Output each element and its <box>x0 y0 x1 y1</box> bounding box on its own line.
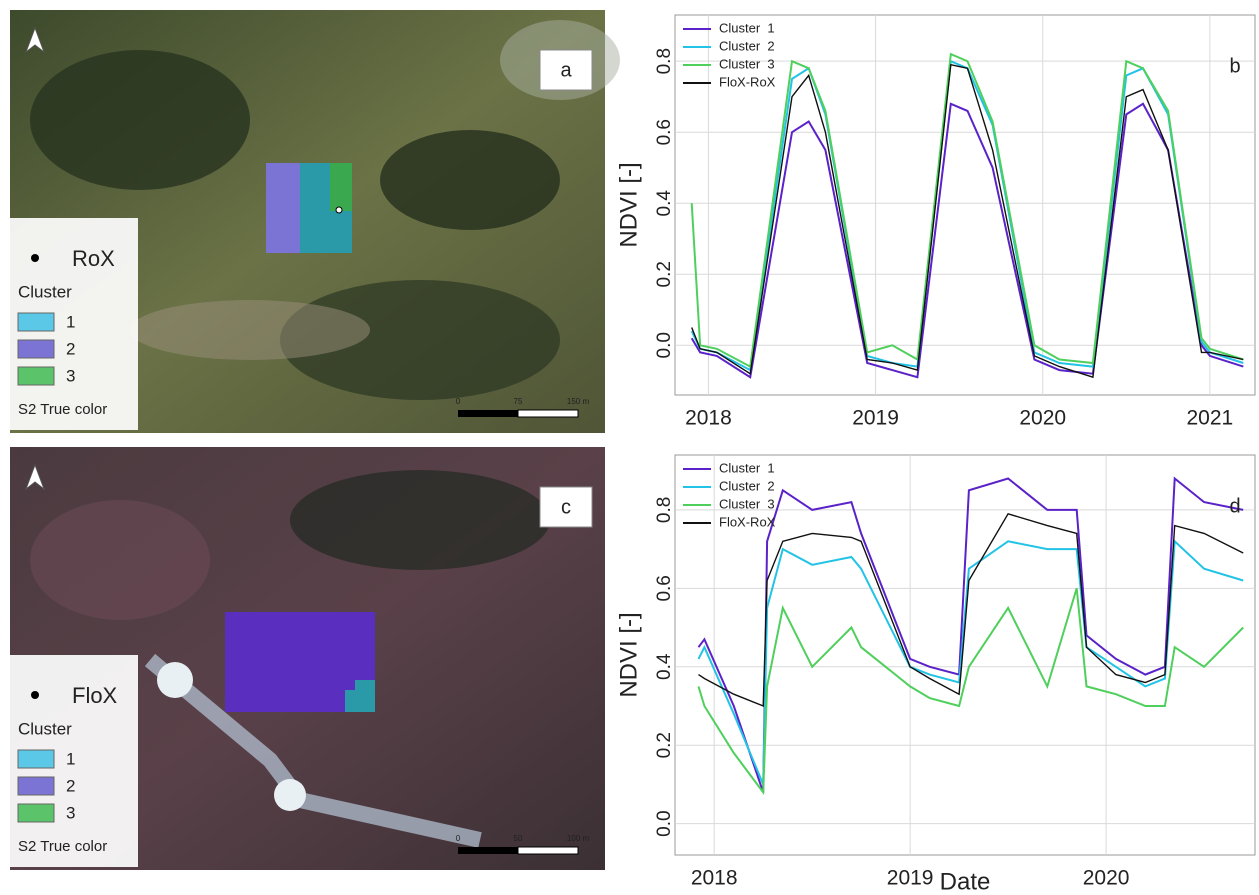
y-axis-label: NDVI [-] <box>615 162 642 247</box>
scale-bar <box>518 410 578 417</box>
legend-item: 3 <box>66 366 75 385</box>
legend-item: 1 <box>66 312 75 331</box>
legend-label: FloX-RoX <box>719 514 776 529</box>
legend-item: 1 <box>66 749 75 768</box>
legend-item: 2 <box>66 776 75 795</box>
y-tick-label: 0.0 <box>654 810 675 836</box>
x-tick-label: 2019 <box>887 867 934 890</box>
y-tick-label: 0.6 <box>654 575 675 601</box>
legend-swatch <box>18 340 54 358</box>
y-tick-label: 0.6 <box>654 119 675 145</box>
y-tick-label: 0.0 <box>654 332 675 358</box>
legend-item: 2 <box>66 339 75 358</box>
legend-item: 3 <box>66 803 75 822</box>
scale-bar <box>458 847 518 854</box>
y-tick-label: 0.4 <box>654 653 675 680</box>
x-tick-label: 2018 <box>685 407 732 430</box>
scale-bar <box>518 847 578 854</box>
point-label: FloX <box>72 683 118 708</box>
legend-swatch <box>18 804 54 822</box>
legend-title: Cluster <box>18 282 72 301</box>
panel-label: b <box>1229 55 1240 77</box>
legend-swatch <box>18 777 54 795</box>
y-axis-label: NDVI [-] <box>615 612 642 697</box>
scale-label: 0 <box>456 397 461 406</box>
figure: aRoXCluster123S2 True color075150 mcFloX… <box>0 0 1259 895</box>
y-tick-label: 0.2 <box>654 732 675 758</box>
y-tick-label: 0.2 <box>654 261 675 287</box>
legend-label: Cluster 1 <box>719 460 775 475</box>
legend-label: Cluster 1 <box>719 20 775 35</box>
legend-label: Cluster 2 <box>719 478 775 493</box>
point-symbol <box>31 254 39 262</box>
plot-area <box>675 15 1255 395</box>
x-tick-label: 2021 <box>1187 407 1234 430</box>
scale-label: 100 m <box>567 834 590 843</box>
scale-bar <box>458 410 518 417</box>
legend-label: FloX-RoX <box>719 74 776 89</box>
panel-label: c <box>561 496 571 518</box>
y-tick-label: 0.4 <box>654 190 675 217</box>
scale-label: 150 m <box>567 397 590 406</box>
x-tick-label: 2020 <box>1083 867 1130 890</box>
x-axis-label: Date <box>940 868 991 895</box>
x-tick-label: 2020 <box>1019 407 1066 430</box>
legend-title: Cluster <box>18 719 72 738</box>
legend-label: Cluster 3 <box>719 496 775 511</box>
scale-label: 0 <box>456 834 461 843</box>
y-tick-label: 0.8 <box>654 48 675 74</box>
x-tick-label: 2019 <box>852 407 899 430</box>
scale-label: 75 <box>514 397 523 406</box>
point-label: RoX <box>72 246 115 271</box>
legend-label: Cluster 2 <box>719 38 775 53</box>
basemap-label: S2 True color <box>18 838 107 855</box>
x-tick-label: 2018 <box>691 867 738 890</box>
legend-swatch <box>18 313 54 331</box>
point-symbol <box>31 691 39 699</box>
scale-label: 50 <box>514 834 523 843</box>
basemap-label: S2 True color <box>18 401 107 418</box>
panel-label: d <box>1229 495 1240 517</box>
y-tick-label: 0.8 <box>654 497 675 523</box>
legend-label: Cluster 3 <box>719 56 775 71</box>
legend-swatch <box>18 367 54 385</box>
legend-swatch <box>18 750 54 768</box>
panel-label: a <box>560 59 572 81</box>
